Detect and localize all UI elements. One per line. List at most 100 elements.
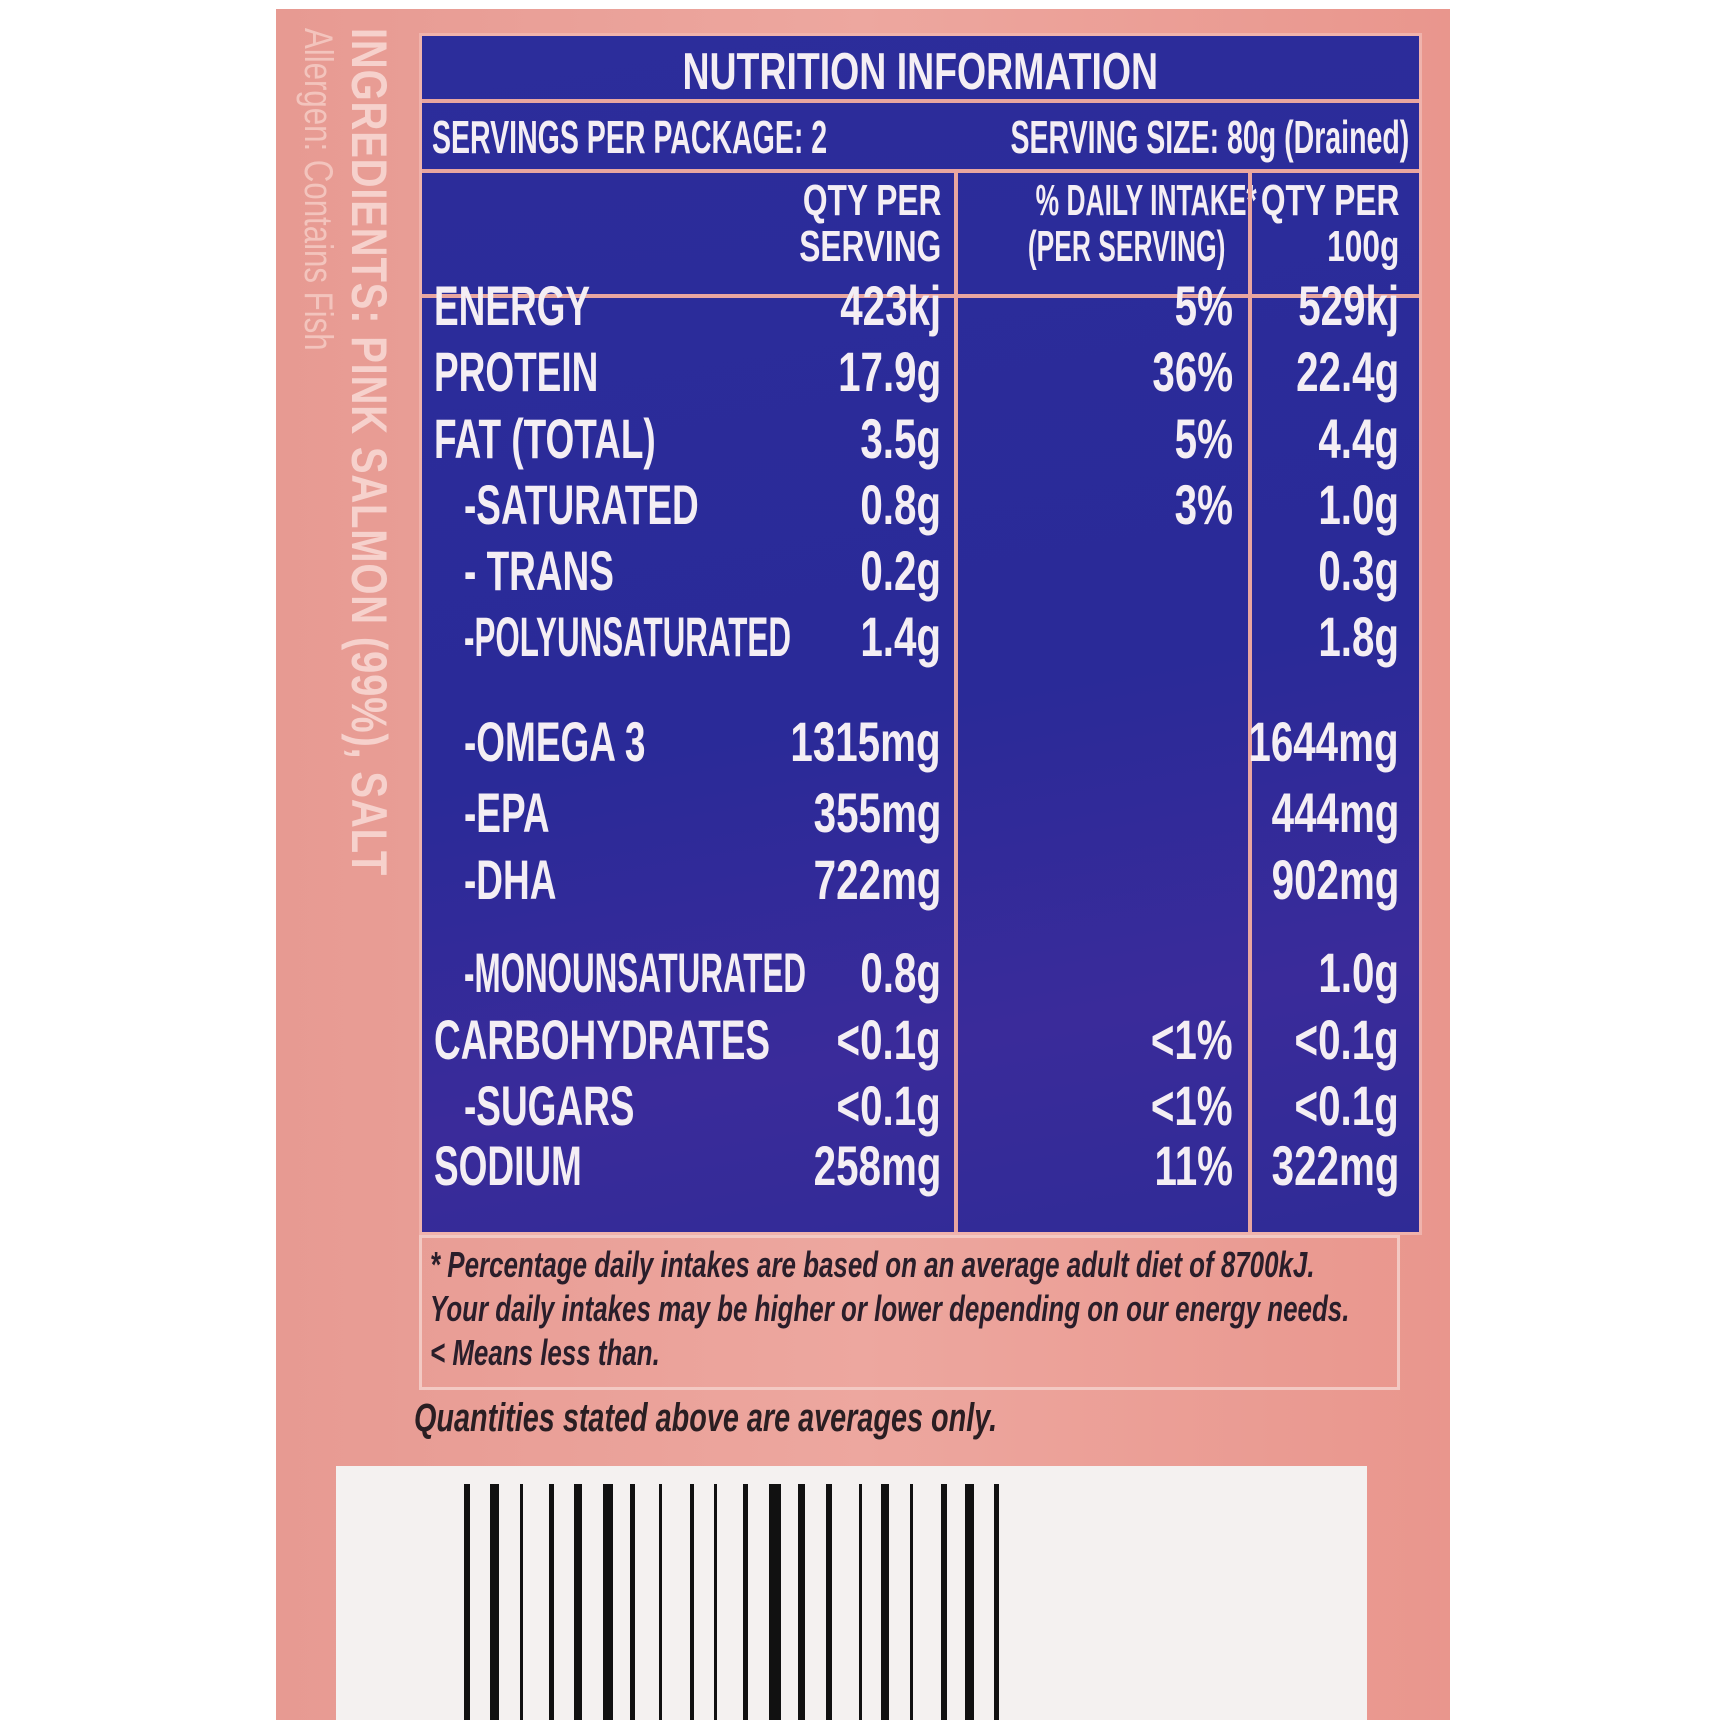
qty-per-serving-text: 423kj: [840, 274, 941, 337]
qty-per-serving: 17.9g: [798, 342, 941, 402]
qty-per-100g: 22.4g: [1256, 342, 1399, 402]
nutrient-label-text: -SUGARS: [464, 1074, 635, 1137]
qty-per-serving: 1315mg: [732, 712, 941, 772]
servings-text: SERVINGS PER PACKAGE: 2: [432, 111, 828, 163]
nutrient-label: -OMEGA 3: [464, 712, 739, 772]
qty-per-serving: 722mg: [764, 850, 941, 910]
nutrient-label: - TRANS: [464, 541, 691, 601]
nutrition-panel: NUTRITION INFORMATION SERVINGS PER PACKA…: [419, 33, 1422, 1235]
qty-per-100g-text: 1.8g: [1318, 605, 1399, 668]
qty-per-serving-text: 0.8g: [860, 941, 941, 1004]
qty-per-100g: 4.4g: [1287, 409, 1399, 469]
panel-title: NUTRITION INFORMATION: [422, 42, 1419, 102]
allergen-text: Allergen: Contains Fish: [295, 28, 340, 442]
footnote-line: Your daily intakes may be higher or lowe…: [430, 1288, 1707, 1330]
nutrient-label-text: -DHA: [464, 848, 557, 911]
qty-per-100g-text: 1.0g: [1318, 473, 1399, 536]
nutrient-label: -EPA: [464, 783, 594, 843]
qty-per-serving: 355mg: [764, 783, 941, 843]
qty-per-serving-text: 1315mg: [790, 710, 941, 773]
qty-per-100g: 444mg: [1222, 783, 1399, 843]
nutrient-label-text: CARBOHYDRATES: [434, 1008, 771, 1071]
nutrient-label: -DHA: [464, 850, 604, 910]
qty-per-100g: <0.1g: [1254, 1010, 1399, 1070]
footnote-box: * Percentage daily intakes are based on …: [419, 1235, 1400, 1390]
qty-per-serving: 423kj: [801, 276, 941, 336]
daily-intake: 5%: [1152, 276, 1233, 336]
daily-intake: <1%: [1119, 1010, 1233, 1070]
nutrient-label: -MONOUNSATURATED: [464, 943, 1075, 1003]
footnote-text: < Means less than.: [430, 1332, 660, 1373]
barcode-bar: [714, 1484, 717, 1720]
daily-intake-text: <1%: [1151, 1008, 1233, 1071]
barcode-bar: [574, 1484, 582, 1720]
nutrient-label: CARBOHYDRATES: [434, 1010, 943, 1070]
qty-per-serving-text: 722mg: [813, 848, 941, 911]
qty-per-serving: 0.2g: [829, 541, 941, 601]
qty-per-serving-text: 258mg: [813, 1134, 941, 1197]
daily-intake: 5%: [1152, 409, 1233, 469]
servings-per-package: SERVINGS PER PACKAGE: 2: [432, 110, 1069, 164]
qty-per-100g-text: 902mg: [1271, 848, 1399, 911]
barcode-bar: [520, 1484, 523, 1720]
qty-per-serving-text: <0.1g: [836, 1074, 941, 1137]
qty-per-100g: <0.1g: [1254, 1076, 1399, 1136]
footnote-line: * Percentage daily intakes are based on …: [430, 1244, 1659, 1286]
nutrient-label-text: -MONOUNSATURATED: [464, 941, 807, 1004]
qty-per-100g-text: 444mg: [1271, 781, 1399, 844]
barcode-bar: [798, 1484, 805, 1720]
barcode-bar: [994, 1484, 999, 1720]
header-text: % DAILY INTAKE*: [1035, 176, 1257, 225]
barcode-bar: [490, 1484, 499, 1720]
qty-per-100g: 529kj: [1259, 276, 1399, 336]
barcode-bar: [826, 1484, 832, 1720]
serving-size-text: SERVING SIZE: 80g (Drained): [1010, 111, 1409, 163]
qty-per-serving: 0.8g: [829, 475, 941, 535]
barcode-bar: [859, 1484, 862, 1720]
nutrient-label-text: PROTEIN: [434, 340, 599, 403]
header-per-serving: QTY PER SERVING: [744, 178, 941, 270]
qty-per-100g: 1.0g: [1287, 475, 1399, 535]
barcode-bar: [603, 1484, 613, 1720]
qty-per-100g-text: 22.4g: [1295, 340, 1399, 403]
qty-per-serving: 0.8g: [829, 943, 941, 1003]
nutrient-label-text: -SATURATED: [464, 473, 699, 536]
qty-per-100g-text: 0.3g: [1318, 539, 1399, 602]
daily-intake: 11%: [1124, 1136, 1233, 1196]
barcode-bar: [464, 1484, 470, 1720]
qty-per-serving-text: 0.2g: [860, 539, 941, 602]
averages-note: Quantities stated above are averages onl…: [414, 1396, 1224, 1441]
daily-intake: <1%: [1119, 1076, 1233, 1136]
nutrient-label: FAT (TOTAL): [434, 409, 770, 469]
qty-per-100g: 322mg: [1222, 1136, 1399, 1196]
nutrient-label-text: -OMEGA 3: [464, 710, 646, 773]
daily-intake: 36%: [1121, 342, 1233, 402]
nutrient-label-text: -EPA: [464, 781, 550, 844]
qty-per-serving: 3.5g: [829, 409, 941, 469]
qty-per-100g: 1.8g: [1287, 607, 1399, 667]
qty-per-serving-text: 1.4g: [860, 605, 941, 668]
header-daily-intake: % DAILY INTAKE* (PER SERVING): [962, 178, 1257, 271]
allergen-value: Allergen: Contains Fish: [296, 28, 340, 351]
footnote-text: Your daily intakes may be higher or lowe…: [430, 1288, 1350, 1329]
nutrient-label-text: FAT (TOTAL): [434, 407, 656, 470]
qty-per-serving: <0.1g: [796, 1076, 941, 1136]
serving-size: SERVING SIZE: 80g (Drained): [766, 110, 1409, 164]
qty-per-100g: 1.0g: [1287, 943, 1399, 1003]
nutrient-label: -SATURATED: [464, 475, 820, 535]
header-text: (PER SERVING): [1027, 222, 1226, 271]
qty-per-serving: 258mg: [764, 1136, 941, 1196]
averages-note-text: Quantities stated above are averages onl…: [414, 1396, 998, 1440]
nutrient-label: PROTEIN: [434, 342, 683, 402]
barcode-bar: [630, 1484, 635, 1720]
qty-per-100g: 902mg: [1222, 850, 1399, 910]
qty-per-100g-text: <0.1g: [1294, 1008, 1399, 1071]
qty-per-serving: 1.4g: [829, 607, 941, 667]
barcode-bar: [881, 1484, 889, 1720]
nutrient-label-text: -POLYUNSATURATED: [464, 605, 791, 668]
footnote-line: < Means less than.: [430, 1332, 749, 1374]
qty-per-100g-text: 322mg: [1271, 1134, 1399, 1197]
nutrient-label-text: ENERGY: [434, 274, 591, 337]
nutrient-label-text: - TRANS: [464, 539, 614, 602]
daily-intake: 3%: [1152, 475, 1233, 535]
